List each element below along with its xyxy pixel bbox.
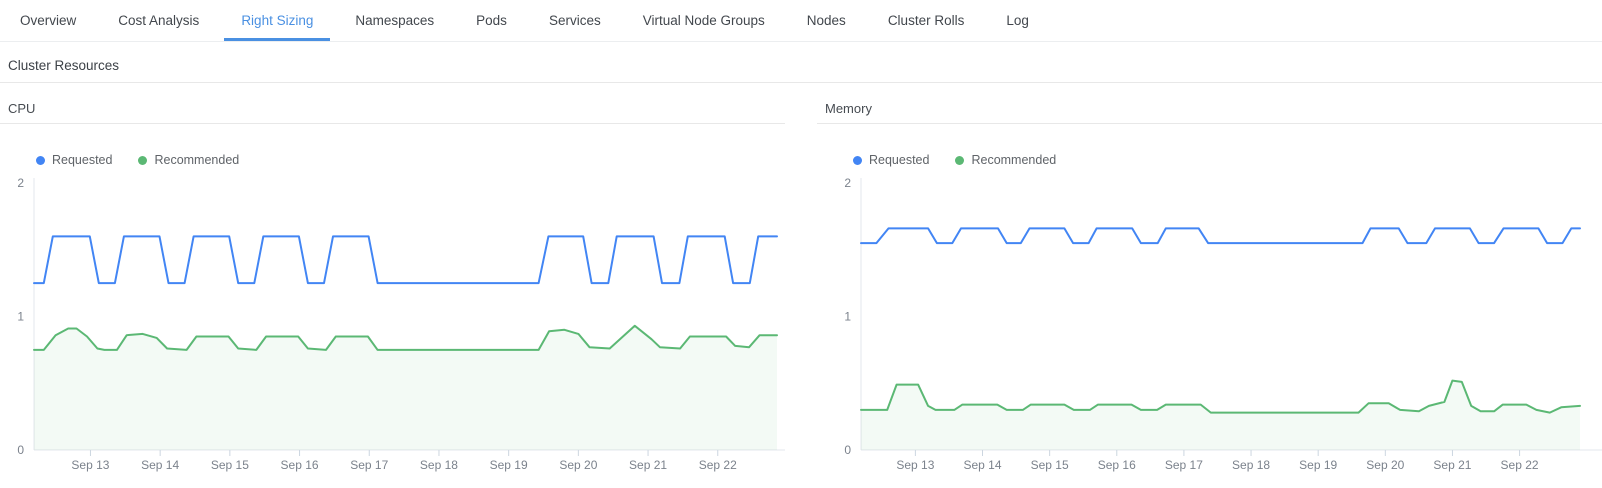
recommended-dot-icon — [138, 155, 148, 165]
svg-text:Sep 19: Sep 19 — [1299, 458, 1337, 472]
tab-overview[interactable]: Overview — [20, 13, 77, 28]
svg-text:0: 0 — [844, 443, 851, 457]
recommended-dot-icon — [955, 155, 965, 165]
tab-namespaces[interactable]: Namespaces — [355, 13, 435, 28]
legend-label: Recommended — [971, 153, 1057, 167]
requested-dot-icon — [853, 155, 862, 165]
svg-text:Sep 21: Sep 21 — [1433, 458, 1471, 472]
svg-text:Sep 13: Sep 13 — [71, 458, 109, 472]
legend-label: Requested — [52, 153, 113, 167]
svg-text:Sep 17: Sep 17 — [350, 458, 388, 472]
svg-text:Sep 13: Sep 13 — [896, 458, 934, 472]
requested-dot-icon — [36, 155, 45, 165]
svg-text:2: 2 — [844, 176, 851, 190]
tab-cluster-rolls[interactable]: Cluster Rolls — [887, 13, 965, 28]
svg-text:Sep 22: Sep 22 — [1501, 458, 1539, 472]
svg-text:Sep 20: Sep 20 — [559, 458, 597, 472]
tab-pods[interactable]: Pods — [476, 13, 507, 28]
memory-chart-legend: Requested Recommended — [853, 153, 1602, 167]
svg-text:Sep 15: Sep 15 — [1031, 458, 1069, 472]
tab-right-sizing[interactable]: Right Sizing — [224, 0, 331, 41]
tab-cost-analysis[interactable]: Cost Analysis — [118, 13, 200, 28]
memory-chart-panel: Memory Requested Recommended 0 1 2 Sep 13 Se… — [817, 83, 1602, 473]
svg-text:Sep 17: Sep 17 — [1165, 458, 1203, 472]
svg-text:Sep 14: Sep 14 — [963, 458, 1001, 472]
tab-log[interactable]: Log — [1006, 13, 1029, 28]
svg-text:Sep 19: Sep 19 — [490, 458, 528, 472]
legend-label: Requested — [869, 153, 930, 167]
svg-text:Sep 16: Sep 16 — [281, 458, 319, 472]
svg-text:Sep 21: Sep 21 — [629, 458, 667, 472]
cpu-chart-legend: Requested Recommended — [36, 153, 785, 167]
legend-label: Recommended — [154, 153, 240, 167]
svg-text:Sep 14: Sep 14 — [141, 458, 179, 472]
cpu-chart-title: CPU — [0, 101, 785, 124]
svg-text:Sep 16: Sep 16 — [1098, 458, 1136, 472]
cluster-resources-charts: CPU Requested Recommended 0 1 2 Sep 13 Sep 1… — [0, 83, 1602, 473]
svg-text:Sep 18: Sep 18 — [420, 458, 458, 472]
svg-text:Sep 15: Sep 15 — [211, 458, 249, 472]
legend-item-requested[interactable]: Requested — [853, 153, 929, 167]
memory-chart-body: 0 1 2 Sep 13 Sep 14 Sep 15 Sep 16 Sep 17 Sep 18 S… — [817, 173, 1602, 473]
section-title: Cluster Resources — [8, 58, 120, 73]
memory-line-chart[interactable]: 0 1 2 Sep 13 Sep 14 Sep 15 Sep 16 Sep 17 Sep 18 S… — [817, 173, 1602, 473]
legend-item-requested[interactable]: Requested — [36, 153, 112, 167]
svg-text:0: 0 — [17, 443, 24, 457]
svg-text:1: 1 — [844, 310, 851, 324]
legend-item-recommended[interactable]: Recommended — [955, 153, 1056, 167]
memory-chart-title: Memory — [817, 101, 1602, 124]
tab-services[interactable]: Services — [548, 13, 601, 28]
svg-text:Sep 22: Sep 22 — [699, 458, 737, 472]
cpu-chart-body: 0 1 2 Sep 13 Sep 14 Sep 15 Sep 16 Sep 17 Sep 18 S… — [0, 173, 785, 473]
svg-text:Sep 18: Sep 18 — [1232, 458, 1270, 472]
svg-text:Sep 20: Sep 20 — [1366, 458, 1404, 472]
cpu-line-chart[interactable]: 0 1 2 Sep 13 Sep 14 Sep 15 Sep 16 Sep 17 Sep 18 S… — [0, 173, 785, 473]
tab-virtual-node-groups[interactable]: Virtual Node Groups — [642, 13, 765, 28]
cpu-chart-panel: CPU Requested Recommended 0 1 2 Sep 13 Sep 1… — [0, 83, 785, 473]
section-header: Cluster Resources — [0, 42, 1602, 83]
tab-nodes[interactable]: Nodes — [806, 13, 846, 28]
tab-bar: Overview Cost Analysis Right Sizing Name… — [0, 0, 1602, 42]
legend-item-recommended[interactable]: Recommended — [138, 153, 239, 167]
svg-text:2: 2 — [17, 176, 24, 190]
svg-text:1: 1 — [17, 310, 24, 324]
